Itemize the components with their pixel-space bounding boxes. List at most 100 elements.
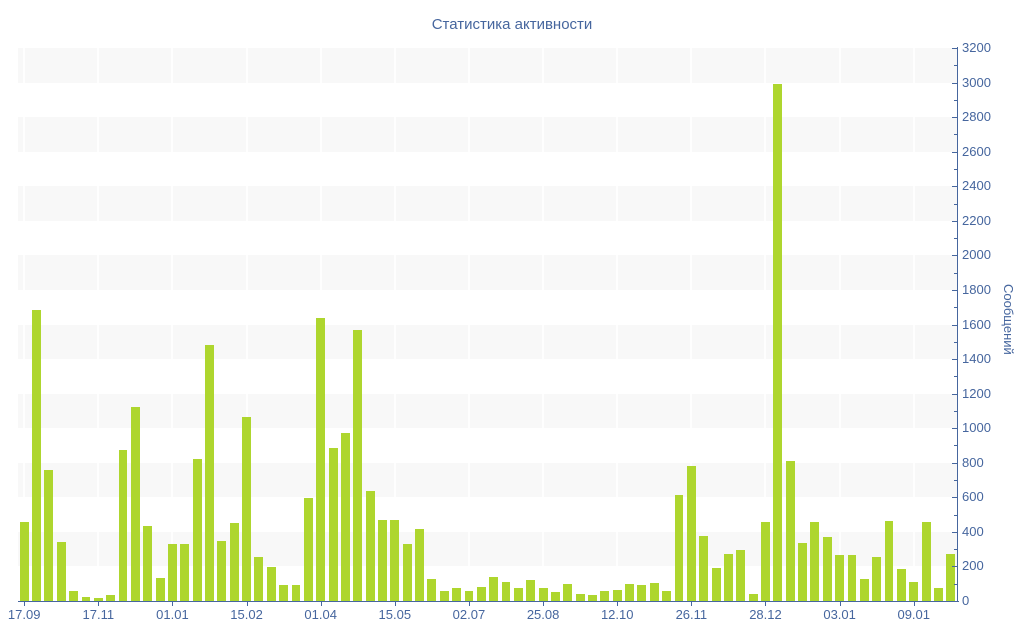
bar <box>81 596 91 601</box>
bar <box>686 466 696 601</box>
x-tick-label: 28.12 <box>749 607 782 622</box>
bar <box>155 577 165 601</box>
y-minor-tick <box>954 376 957 378</box>
bar <box>476 587 486 601</box>
bar <box>699 536 709 601</box>
bar <box>637 585 647 601</box>
bar <box>501 581 511 601</box>
y-major-tick <box>952 48 957 49</box>
y-tick-label: 2000 <box>962 247 991 263</box>
plot-area <box>18 48 957 601</box>
y-tick-label: 1000 <box>962 420 991 436</box>
x-tick-label: 03.01 <box>823 607 856 622</box>
bar <box>316 317 326 601</box>
y-minor-tick <box>954 99 957 101</box>
y-major-tick <box>952 289 957 291</box>
bar <box>44 469 54 601</box>
bar <box>909 581 919 601</box>
bar <box>761 521 770 601</box>
bar <box>649 582 659 601</box>
x-tick <box>98 602 100 606</box>
bar <box>32 309 41 601</box>
y-minor-tick <box>954 514 957 516</box>
vertical-grid-line <box>97 48 100 601</box>
x-tick <box>468 602 470 606</box>
x-tick-label: 12.10 <box>600 607 634 622</box>
vertical-grid-line <box>393 48 396 601</box>
bar <box>402 543 412 601</box>
bar <box>439 590 449 601</box>
grid-stripe <box>18 462 957 498</box>
x-tick-label: 09.01 <box>897 607 931 622</box>
bar <box>192 459 202 601</box>
bar <box>205 345 214 601</box>
bar <box>551 592 560 601</box>
y-tick-label: 3000 <box>962 74 991 90</box>
y-axis-title: Сообщений <box>1001 284 1016 355</box>
bar <box>847 555 857 601</box>
bar <box>291 584 301 601</box>
bar <box>748 594 758 601</box>
x-tick-label: 01.01 <box>156 607 189 622</box>
bar <box>279 584 289 601</box>
y-tick-label: 2600 <box>962 143 991 159</box>
y-minor-tick <box>954 65 957 67</box>
grid-stripe <box>18 255 957 290</box>
y-major-tick <box>952 359 957 361</box>
grid-stripe <box>18 48 957 83</box>
bar <box>785 461 795 601</box>
y-major-tick <box>952 186 957 188</box>
y-tick-label: 800 <box>962 454 984 470</box>
bar <box>588 594 597 601</box>
bar <box>946 554 956 601</box>
y-tick-label: 1400 <box>962 351 991 367</box>
y-minor-tick <box>954 238 957 240</box>
bar <box>859 579 869 601</box>
y-major-tick <box>952 220 957 222</box>
bar <box>390 519 400 601</box>
grid-stripe <box>18 393 957 429</box>
y-minor-tick <box>954 549 957 551</box>
y-major-tick <box>952 82 957 84</box>
y-major-tick <box>952 151 957 153</box>
bar <box>625 583 635 601</box>
bar <box>378 519 387 601</box>
bar <box>835 555 845 601</box>
vertical-grid-line <box>245 48 248 601</box>
bar <box>130 406 140 601</box>
bar <box>822 537 832 601</box>
bar <box>798 543 807 601</box>
bar <box>575 594 585 601</box>
bar <box>143 525 153 601</box>
x-tick <box>617 602 619 606</box>
y-minor-tick <box>954 272 957 274</box>
x-tick <box>839 602 841 606</box>
y-minor-tick <box>954 410 957 412</box>
x-tick-label: 17.09 <box>7 607 41 622</box>
x-tick-label: 15.02 <box>230 607 263 622</box>
bar <box>266 567 276 601</box>
bar <box>328 448 338 601</box>
x-tick <box>543 602 545 606</box>
x-tick-label: 01.04 <box>304 607 337 622</box>
bar <box>69 590 79 601</box>
x-tick <box>394 602 396 606</box>
x-tick <box>320 602 322 606</box>
bar <box>19 522 29 601</box>
vertical-grid-line <box>838 48 841 601</box>
bar <box>106 594 116 601</box>
bar <box>340 432 350 601</box>
bar <box>427 578 437 601</box>
x-tick-label: 02.07 <box>452 607 486 622</box>
y-axis-line <box>957 47 958 602</box>
y-minor-tick <box>954 583 957 585</box>
x-tick <box>246 602 248 606</box>
bar <box>921 521 931 601</box>
bar <box>303 498 313 601</box>
y-tick-label: 2800 <box>962 109 991 125</box>
y-major-tick <box>952 428 957 430</box>
bar <box>489 576 499 601</box>
bar <box>353 329 363 601</box>
y-minor-tick <box>954 203 957 205</box>
vertical-grid-line <box>542 48 545 601</box>
